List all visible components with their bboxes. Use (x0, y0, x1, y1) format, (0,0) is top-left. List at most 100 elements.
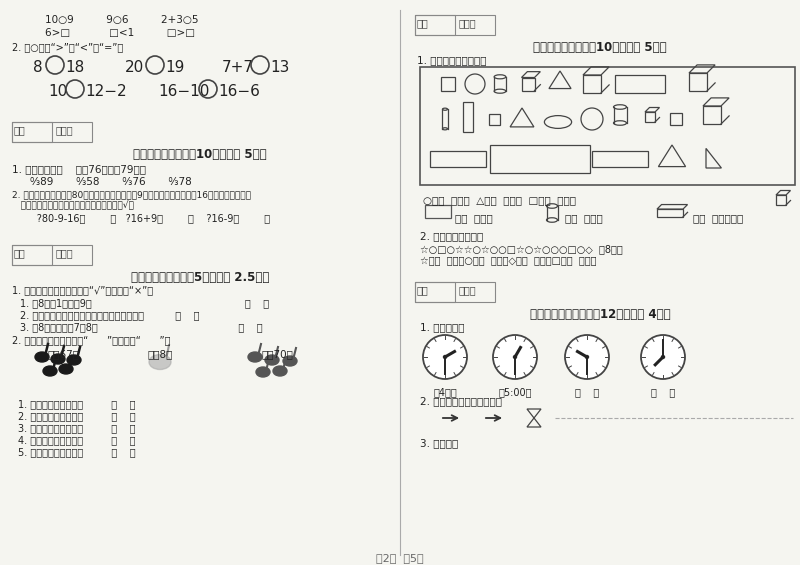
Text: 2. 仔细观察，按着画下去。: 2. 仔细观察，按着画下去。 (420, 396, 502, 406)
Ellipse shape (149, 354, 171, 370)
Ellipse shape (59, 364, 73, 374)
Text: 2. 判断下面各题，对的画“      ”；错的画“      ”。: 2. 判断下面各题，对的画“ ”；错的画“ ”。 (12, 335, 170, 345)
Bar (462, 102, 474, 132)
Ellipse shape (256, 367, 270, 377)
Circle shape (565, 335, 609, 379)
Text: 13: 13 (270, 60, 290, 75)
Bar (441, 77, 455, 91)
Text: 四、选一选（本题內10分，每题 5分）: 四、选一选（本题內10分，每题 5分） (133, 148, 267, 161)
Bar (657, 209, 683, 217)
Text: ☆○□○☆☆○☆○○□☆○☆○○○□○◇  （8分）: ☆○□○☆☆○☆○○□☆○☆○○○□○◇ （8分） (420, 244, 622, 254)
Text: 得分: 得分 (14, 125, 26, 135)
Text: ☆有（  ）个，○有（  ）个，◇有（  ）个，□有（  ）个。: ☆有（ ）个，○有（ ）个，◇有（ ）个，□有（ ）个。 (420, 256, 597, 266)
Bar (12, 245, 52, 265)
Text: 20: 20 (125, 60, 144, 75)
Bar (12, 122, 92, 142)
Text: 评卷人: 评卷人 (459, 18, 477, 28)
Text: 得分: 得分 (417, 285, 429, 295)
Bar (703, 106, 721, 124)
Text: 5. 黑兔与灰兔差不多。         （    ）: 5. 黑兔与灰兔差不多。 （ ） (18, 447, 136, 457)
Circle shape (662, 355, 665, 359)
Ellipse shape (67, 355, 81, 365)
Text: 6>□            □<1          □>□: 6>□ □<1 □>□ (45, 28, 195, 38)
Text: 1. 下列数中，（    ）比76大，比79小。: 1. 下列数中，（ ）比76大，比79小。 (12, 164, 146, 174)
Text: （4时）: （4时） (433, 387, 457, 397)
Text: 10○9          9○6          2+3○5: 10○9 9○6 2+3○5 (45, 15, 198, 25)
Text: 评卷人: 评卷人 (56, 125, 74, 135)
Text: 第2页  共5页: 第2页 共5页 (376, 553, 424, 563)
Text: ?80-9-16（        ）   ?16+9（        ）    ?16-9（        ）: ?80-9-16（ ） ?16+9（ ） ?16-9（ ） (18, 213, 270, 223)
Text: 2. 数一数，再填空。: 2. 数一数，再填空。 (420, 231, 483, 241)
Text: 3. 灰兔比白兔多得多。         （    ）: 3. 灰兔比白兔多得多。 （ ） (18, 423, 135, 433)
Text: 1. 白兔比黑兔少得多。         （    ）: 1. 白兔比黑兔少得多。 （ ） (18, 399, 135, 409)
Bar (415, 282, 495, 302)
Bar (583, 75, 601, 93)
Text: 19: 19 (165, 60, 184, 75)
Ellipse shape (248, 352, 262, 362)
Text: 2. 学校图书馆有科技杘80本，文艺书比科技书儙9本，故事书比科技书多16本，故事书比文艺: 2. 学校图书馆有科技杘80本，文艺书比科技书儙9本，故事书比科技书多16本，故… (12, 190, 251, 199)
Text: 书多多少本？（在正确算式后面的括号里画√）: 书多多少本？（在正确算式后面的括号里画√） (12, 201, 134, 210)
Ellipse shape (51, 354, 65, 364)
Bar (615, 75, 665, 93)
Text: 16−10: 16−10 (158, 84, 210, 99)
Text: 五、对与错（本题共5分，每题 2.5分）: 五、对与错（本题共5分，每题 2.5分） (131, 271, 269, 284)
Ellipse shape (283, 356, 297, 366)
Text: 2. 黑兔比灰兔少得多。         （    ）: 2. 黑兔比灰兔少得多。 （ ） (18, 411, 136, 421)
Text: 有（  ）个，有（: 有（ ）个，有（ (693, 213, 743, 223)
Text: 18: 18 (65, 60, 84, 75)
Text: 黑兦67只: 黑兦67只 (48, 349, 80, 359)
Text: 4. 灰兔比黑兔多一些。         （    ）: 4. 灰兔比黑兔多一些。 （ ） (18, 435, 135, 445)
Text: 2. 从右边起，第一位是十位，第二位是个位。          （    ）: 2. 从右边起，第一位是十位，第二位是个位。 （ ） (20, 310, 199, 320)
Bar (670, 113, 682, 125)
Text: 七、看图说话（本题內12分，每题 4分）: 七、看图说话（本题內12分，每题 4分） (530, 308, 670, 321)
Circle shape (423, 335, 467, 379)
Text: 六、数一数（本题內10分，每题 5分）: 六、数一数（本题內10分，每题 5分） (533, 41, 667, 54)
Bar (490, 145, 590, 173)
Bar (415, 15, 495, 35)
Text: 得分: 得分 (14, 248, 26, 258)
Text: 8: 8 (33, 60, 42, 75)
Bar (645, 112, 655, 122)
Text: 评卷人: 评卷人 (459, 285, 477, 295)
Ellipse shape (265, 355, 279, 365)
Circle shape (493, 335, 537, 379)
Text: （    ）: （ ） (651, 387, 675, 397)
Text: （    ）: （ ） (575, 387, 599, 397)
Text: 评卷人: 评卷人 (56, 248, 74, 258)
Ellipse shape (273, 366, 287, 376)
Bar (420, 67, 795, 185)
Text: ↉89       ↉58       ↉76       ↉78: ↉89 ↉58 ↉76 ↉78 (30, 177, 192, 187)
Text: 得分: 得分 (417, 18, 429, 28)
Bar (415, 282, 455, 302)
Text: 2. 在○里填“>”、“<”或“=”。: 2. 在○里填“>”、“<”或“=”。 (12, 42, 123, 52)
Text: 7+7: 7+7 (222, 60, 254, 75)
Text: 10: 10 (48, 84, 67, 99)
Bar (430, 151, 486, 167)
Bar (522, 77, 534, 90)
Text: 16−6: 16−6 (218, 84, 260, 99)
Text: 灰兦70只: 灰兦70只 (262, 349, 294, 359)
Text: 3. 排一排。: 3. 排一排。 (420, 438, 458, 448)
Bar (12, 245, 92, 265)
Bar (592, 151, 648, 167)
Text: ○有（  ）个，  △有（  ）个，  □有（  ）个，: ○有（ ）个， △有（ ）个， □有（ ）个， (423, 195, 576, 205)
Bar (689, 73, 707, 91)
Circle shape (641, 335, 685, 379)
Text: 1. 数一数，填一填吧。: 1. 数一数，填一填吧。 (417, 55, 486, 65)
Text: 1. 比8大、1的数是9。                                                 （    ）: 1. 比8大、1的数是9。 （ ） (20, 298, 269, 308)
Text: 白兦8只: 白兦8只 (147, 349, 173, 359)
Text: 12−2: 12−2 (85, 84, 126, 99)
Circle shape (443, 355, 446, 359)
Text: 有（  ）个，: 有（ ）个， (565, 213, 602, 223)
Text: 有（  ）个，: 有（ ）个， (455, 213, 493, 223)
Circle shape (514, 355, 517, 359)
Bar (415, 15, 455, 35)
Text: 1. 下面的说法对吗。对的打“√”；错的打“×”。: 1. 下面的说法对吗。对的打“√”；错的打“×”。 (12, 285, 153, 295)
Ellipse shape (43, 366, 57, 376)
Text: 1. 我会认钟。: 1. 我会认钟。 (420, 322, 465, 332)
Bar (489, 114, 499, 124)
Bar (12, 122, 52, 142)
Text: （5:00）: （5:00） (498, 387, 532, 397)
Circle shape (586, 355, 589, 359)
Bar (425, 205, 451, 218)
